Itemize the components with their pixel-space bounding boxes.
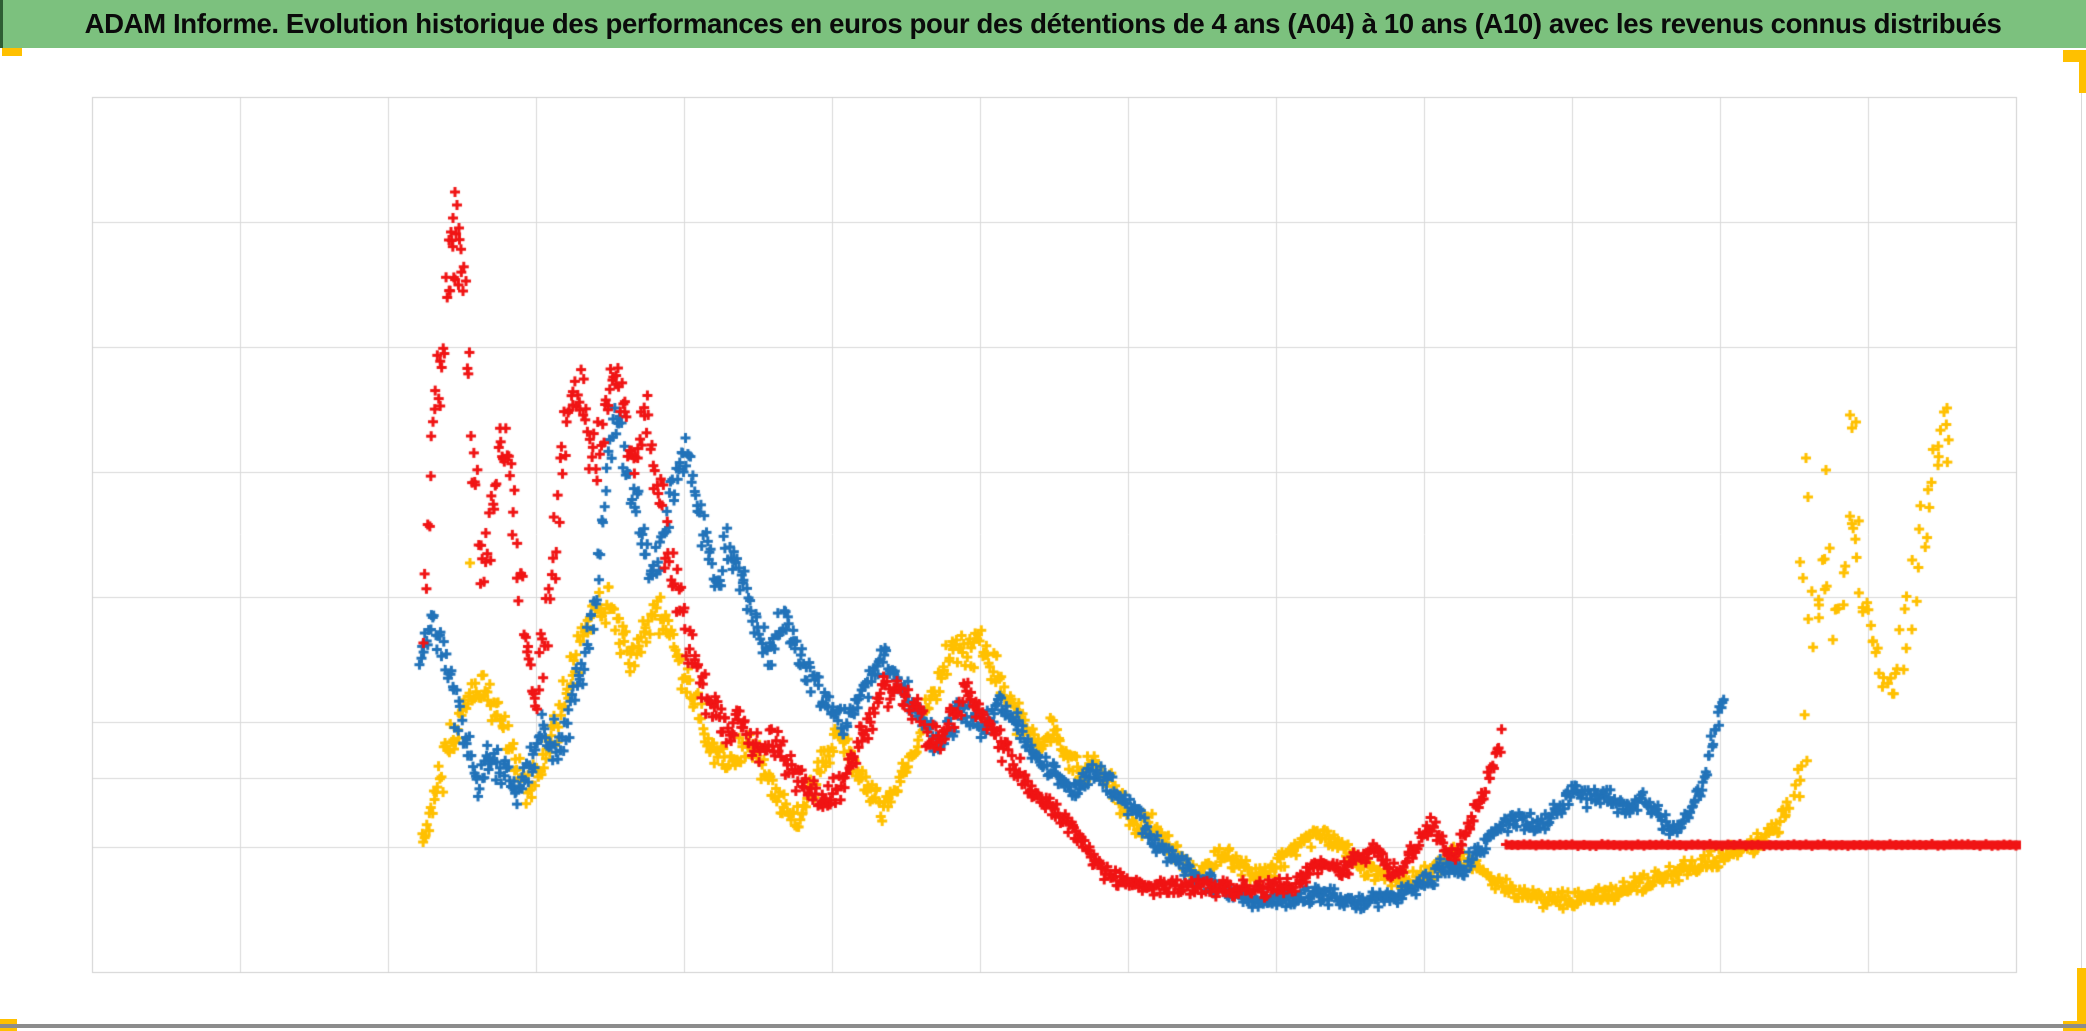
corner-accent-bottom-right-vertical bbox=[2077, 968, 2086, 1031]
chart-border-right bbox=[2081, 56, 2082, 1021]
scatter-plot-canvas bbox=[0, 55, 2082, 1022]
title-bar-left-strip bbox=[0, 0, 3, 48]
page-title: ADAM Informe. Evolution historique des p… bbox=[84, 8, 2002, 39]
corner-accent-top-left bbox=[2, 48, 22, 56]
footer-rule bbox=[0, 1024, 2086, 1028]
title-bar: ADAM Informe. Evolution historique des p… bbox=[0, 0, 2086, 48]
corner-accent-top-right-vertical bbox=[2079, 50, 2086, 93]
scatter-chart bbox=[0, 55, 2082, 1022]
